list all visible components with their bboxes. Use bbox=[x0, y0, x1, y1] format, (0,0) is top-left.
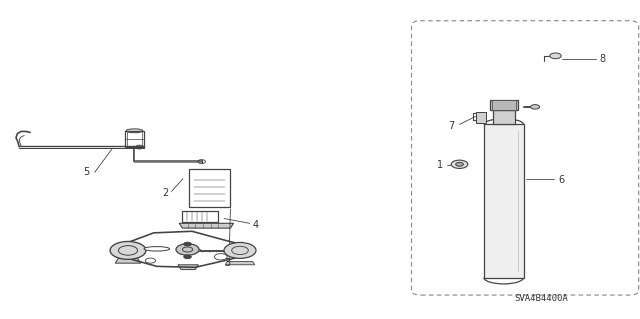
Bar bbox=[492, 100, 516, 110]
Text: 4: 4 bbox=[253, 220, 259, 230]
Circle shape bbox=[176, 244, 199, 255]
Text: 2: 2 bbox=[162, 188, 168, 198]
Circle shape bbox=[456, 162, 463, 166]
Circle shape bbox=[224, 242, 256, 258]
Bar bbox=[125, 131, 144, 147]
Bar bbox=[484, 124, 524, 278]
Text: SVA4B4400A: SVA4B4400A bbox=[514, 294, 568, 303]
Polygon shape bbox=[178, 265, 198, 270]
Polygon shape bbox=[179, 223, 234, 228]
Circle shape bbox=[184, 255, 191, 259]
Bar bbox=[182, 211, 218, 222]
Text: 8: 8 bbox=[600, 54, 606, 64]
Circle shape bbox=[451, 160, 468, 168]
Text: 5: 5 bbox=[83, 167, 90, 177]
Text: 1: 1 bbox=[437, 160, 444, 170]
Circle shape bbox=[110, 241, 146, 259]
Ellipse shape bbox=[126, 129, 143, 133]
Polygon shape bbox=[225, 262, 255, 265]
Circle shape bbox=[531, 105, 540, 109]
Text: 6: 6 bbox=[559, 175, 565, 185]
Polygon shape bbox=[115, 258, 141, 263]
Bar bbox=[490, 100, 518, 110]
Circle shape bbox=[550, 53, 561, 59]
Text: 7: 7 bbox=[448, 121, 454, 131]
Bar bbox=[189, 169, 230, 207]
Bar bbox=[476, 112, 486, 123]
Bar bbox=[230, 246, 250, 255]
Text: 3: 3 bbox=[224, 258, 230, 268]
Circle shape bbox=[184, 242, 191, 246]
Ellipse shape bbox=[177, 249, 201, 253]
Ellipse shape bbox=[144, 247, 170, 251]
Bar bbox=[493, 110, 515, 124]
